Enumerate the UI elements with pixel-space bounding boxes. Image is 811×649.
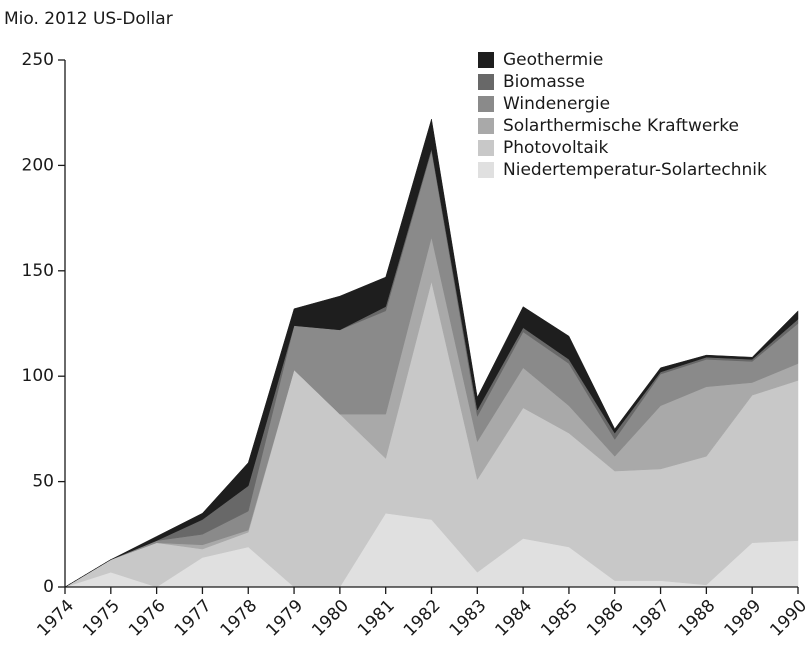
legend-swatch bbox=[478, 96, 494, 112]
x-tick-label: 1974 bbox=[33, 596, 78, 641]
x-tick-label: 1982 bbox=[400, 596, 445, 641]
legend-label: Biomasse bbox=[503, 72, 585, 92]
x-tick-label: 1978 bbox=[217, 596, 262, 641]
y-tick-label: 150 bbox=[22, 261, 54, 281]
legend-swatch bbox=[478, 74, 494, 90]
x-tick-label: 1989 bbox=[721, 596, 766, 641]
y-tick-label: 0 bbox=[43, 577, 54, 597]
legend-label: Photovoltaik bbox=[503, 138, 608, 158]
legend-swatch bbox=[478, 162, 494, 178]
x-tick-label: 1981 bbox=[354, 596, 399, 641]
legend-label: Geothermie bbox=[503, 50, 603, 70]
legend-label: Solarthermische Kraftwerke bbox=[503, 116, 739, 136]
x-tick-label: 1985 bbox=[537, 596, 582, 641]
y-tick-label: 200 bbox=[22, 155, 54, 175]
area bbox=[64, 118, 799, 588]
y-tick-label: 250 bbox=[22, 50, 54, 70]
x-tick-label: 1990 bbox=[766, 596, 811, 641]
legend-label: Niedertemperatur-Solartechnik bbox=[503, 160, 767, 180]
x-tick-label: 1983 bbox=[446, 596, 491, 641]
legend-swatch bbox=[478, 140, 494, 156]
x-tick-label: 1986 bbox=[583, 596, 628, 641]
legend-label: Windenergie bbox=[503, 94, 610, 114]
x-tick-label: 1980 bbox=[308, 596, 353, 641]
x-tick-label: 1987 bbox=[629, 596, 674, 641]
y-tick-label: 50 bbox=[32, 472, 54, 492]
x-tick-label: 1975 bbox=[79, 596, 124, 641]
x-tick-label: 1979 bbox=[262, 596, 307, 641]
x-tick-label: 1977 bbox=[171, 596, 216, 641]
y-axis-label: Mio. 2012 US-Dollar bbox=[4, 9, 173, 29]
legend-swatch bbox=[478, 118, 494, 134]
x-tick-label: 1984 bbox=[491, 596, 536, 641]
x-tick-label: 1988 bbox=[675, 596, 720, 641]
legend-swatch bbox=[478, 52, 494, 68]
x-tick-label: 1976 bbox=[125, 596, 170, 641]
y-tick-label: 100 bbox=[22, 366, 54, 386]
